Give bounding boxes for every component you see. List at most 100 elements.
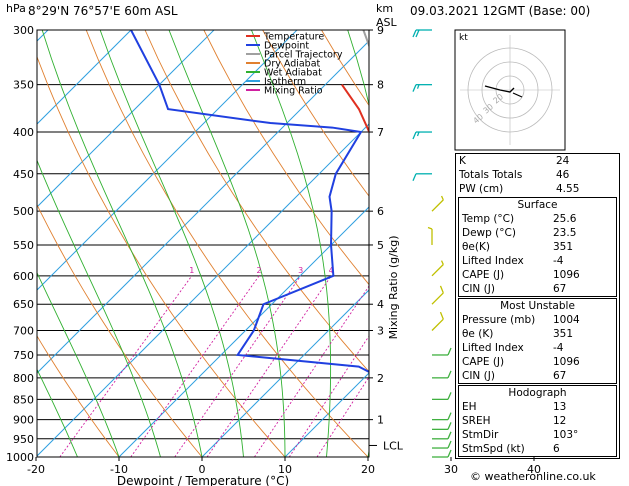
- index-row: Totals Totals 46: [456, 168, 619, 182]
- x-tick-label: 20: [361, 463, 375, 476]
- most-unstable-row: Pressure (mb) 1004: [459, 313, 616, 327]
- most-unstable-label: CIN (J): [462, 370, 495, 382]
- wind-barb: [431, 285, 444, 305]
- legend-label: Mixing Ratio: [264, 86, 323, 97]
- wind-barb-feather: [439, 285, 444, 294]
- wind-barb: [432, 422, 452, 431]
- isotherm-line: [37, 123, 369, 457]
- hodograph-row: SREH 12: [459, 414, 616, 428]
- wind-barb: [432, 431, 452, 440]
- wet-adiabat-line: [251, 30, 332, 457]
- wind-barb: [412, 173, 432, 182]
- wind-barb-feather: [447, 392, 452, 400]
- dry-adiabat-line: [262, 30, 369, 197]
- hodograph-label: StmDir: [462, 429, 499, 441]
- hodograph-title: Hodograph: [508, 387, 567, 399]
- asl-axis-label: ASL: [376, 16, 398, 29]
- surface-value: 1096: [553, 269, 580, 281]
- mixing-ratio-line: [254, 285, 369, 457]
- hodograph-label: SREH: [462, 415, 491, 427]
- pressure-tick-label: 1000: [6, 451, 34, 464]
- wind-barb: [432, 449, 452, 458]
- index-value: 4.55: [556, 183, 580, 195]
- hodograph-label: EH: [462, 401, 477, 413]
- legend-label: Isotherm: [264, 77, 306, 88]
- wind-barb-half-feather: [427, 226, 433, 230]
- wet-adiabat-line: [99, 30, 244, 457]
- surface-label: Temp (°C): [462, 213, 515, 225]
- pressure-tick-label: 850: [13, 393, 34, 406]
- hodograph-row: EH 13: [459, 400, 616, 414]
- wet-adiabat-line: [37, 271, 120, 457]
- index-label: Totals Totals: [459, 169, 523, 181]
- x-tick-label: 40: [527, 463, 541, 476]
- pressure-tick-label: 450: [13, 168, 34, 181]
- km-tick-label: 1: [377, 414, 384, 427]
- mixing-ratio-label: 8: [406, 266, 411, 275]
- pressure-tick-label: 700: [13, 325, 34, 338]
- legend-label: Dewpoint: [264, 41, 309, 52]
- pressure-tick-label: 950: [13, 433, 34, 446]
- legend-label: Wet Adiabat: [264, 68, 322, 79]
- x-tick-label: 0: [199, 463, 206, 476]
- x-tick-label: 30: [444, 463, 458, 476]
- most-unstable-section: Most Unstable Pressure (mb) 1004 θe (K) 351…: [458, 298, 617, 384]
- surface-row: Dewp (°C) 23.5: [459, 226, 616, 240]
- surface-section: Surface Temp (°C) 25.6 Dewp (°C) 23.5 θe(K) 3…: [458, 197, 617, 297]
- mixing-ratio-line: [130, 275, 260, 457]
- wind-barb-feather: [412, 84, 417, 92]
- hodograph-value: 6: [553, 443, 560, 455]
- surface-value: -4: [553, 255, 564, 267]
- mixing-ratio-axis-label: Mixing Ratio (g/kg): [387, 235, 400, 339]
- pressure-tick-label: 650: [13, 298, 34, 311]
- most-unstable-title: Most Unstable: [500, 300, 575, 312]
- hodograph-section: Hodograph EH 13 SREH 12 StmDir 103° StmSpd (kt…: [458, 385, 617, 457]
- pressure-tick-label: 350: [13, 79, 34, 92]
- wind-barb: [432, 370, 452, 379]
- most-unstable-label: Pressure (mb): [462, 314, 536, 326]
- wind-barb: [431, 195, 444, 212]
- isotherm-line: [284, 372, 369, 457]
- surface-label: CIN (J): [462, 283, 495, 295]
- pressure-tick-label: 800: [13, 372, 34, 385]
- km-tick-label: 7: [377, 126, 384, 139]
- wind-barb-feather: [447, 440, 452, 449]
- wind-barb-half-feather: [416, 131, 420, 137]
- hodograph-unit-label: kt: [459, 33, 468, 43]
- dry-adiabat-line: [37, 55, 286, 457]
- dewpoint-profile: [130, 30, 369, 373]
- pressure-tick-label: 550: [13, 239, 34, 252]
- most-unstable-row: CAPE (J) 1096: [459, 355, 616, 369]
- isotherm-line: [201, 289, 369, 457]
- surface-value: 25.6: [553, 213, 577, 225]
- wet-adiabat-line: [41, 30, 203, 457]
- surface-title: Surface: [517, 199, 558, 211]
- wind-barb-shaft: [431, 199, 444, 212]
- isotherm-line: [37, 40, 369, 374]
- surface-row: CIN (J) 67: [459, 282, 616, 296]
- mixing-ratio-label: 1: [189, 266, 194, 275]
- km-tick-label: 8: [377, 79, 384, 92]
- wind-barb-feather: [439, 311, 444, 320]
- wind-barb-feather: [447, 412, 452, 420]
- surface-label: CAPE (J): [462, 269, 505, 281]
- surface-row: θe(K) 351: [459, 240, 616, 254]
- index-row: K 24: [456, 154, 619, 168]
- pressure-tick-label: 400: [13, 126, 34, 139]
- mixing-ratio-line: [174, 275, 301, 457]
- surface-label: Dewp (°C): [462, 227, 516, 239]
- most-unstable-value: 1004: [553, 314, 580, 326]
- dry-adiabat-line: [203, 30, 369, 286]
- wind-barb-half-feather: [440, 195, 444, 201]
- most-unstable-row: θe (K) 351: [459, 327, 616, 341]
- x-tick-label: -20: [27, 463, 45, 476]
- hodograph-row: StmDir 103°: [459, 428, 616, 442]
- pressure-tick-label: 600: [13, 270, 34, 283]
- dry-adiabat-line: [37, 335, 120, 457]
- mixing-ratio-line: [206, 275, 332, 457]
- hodograph-row: StmSpd (kt) 6: [459, 442, 616, 456]
- x-tick-label: -10: [110, 463, 128, 476]
- most-unstable-value: 351: [553, 328, 574, 340]
- km-tick-label: 6: [377, 205, 384, 218]
